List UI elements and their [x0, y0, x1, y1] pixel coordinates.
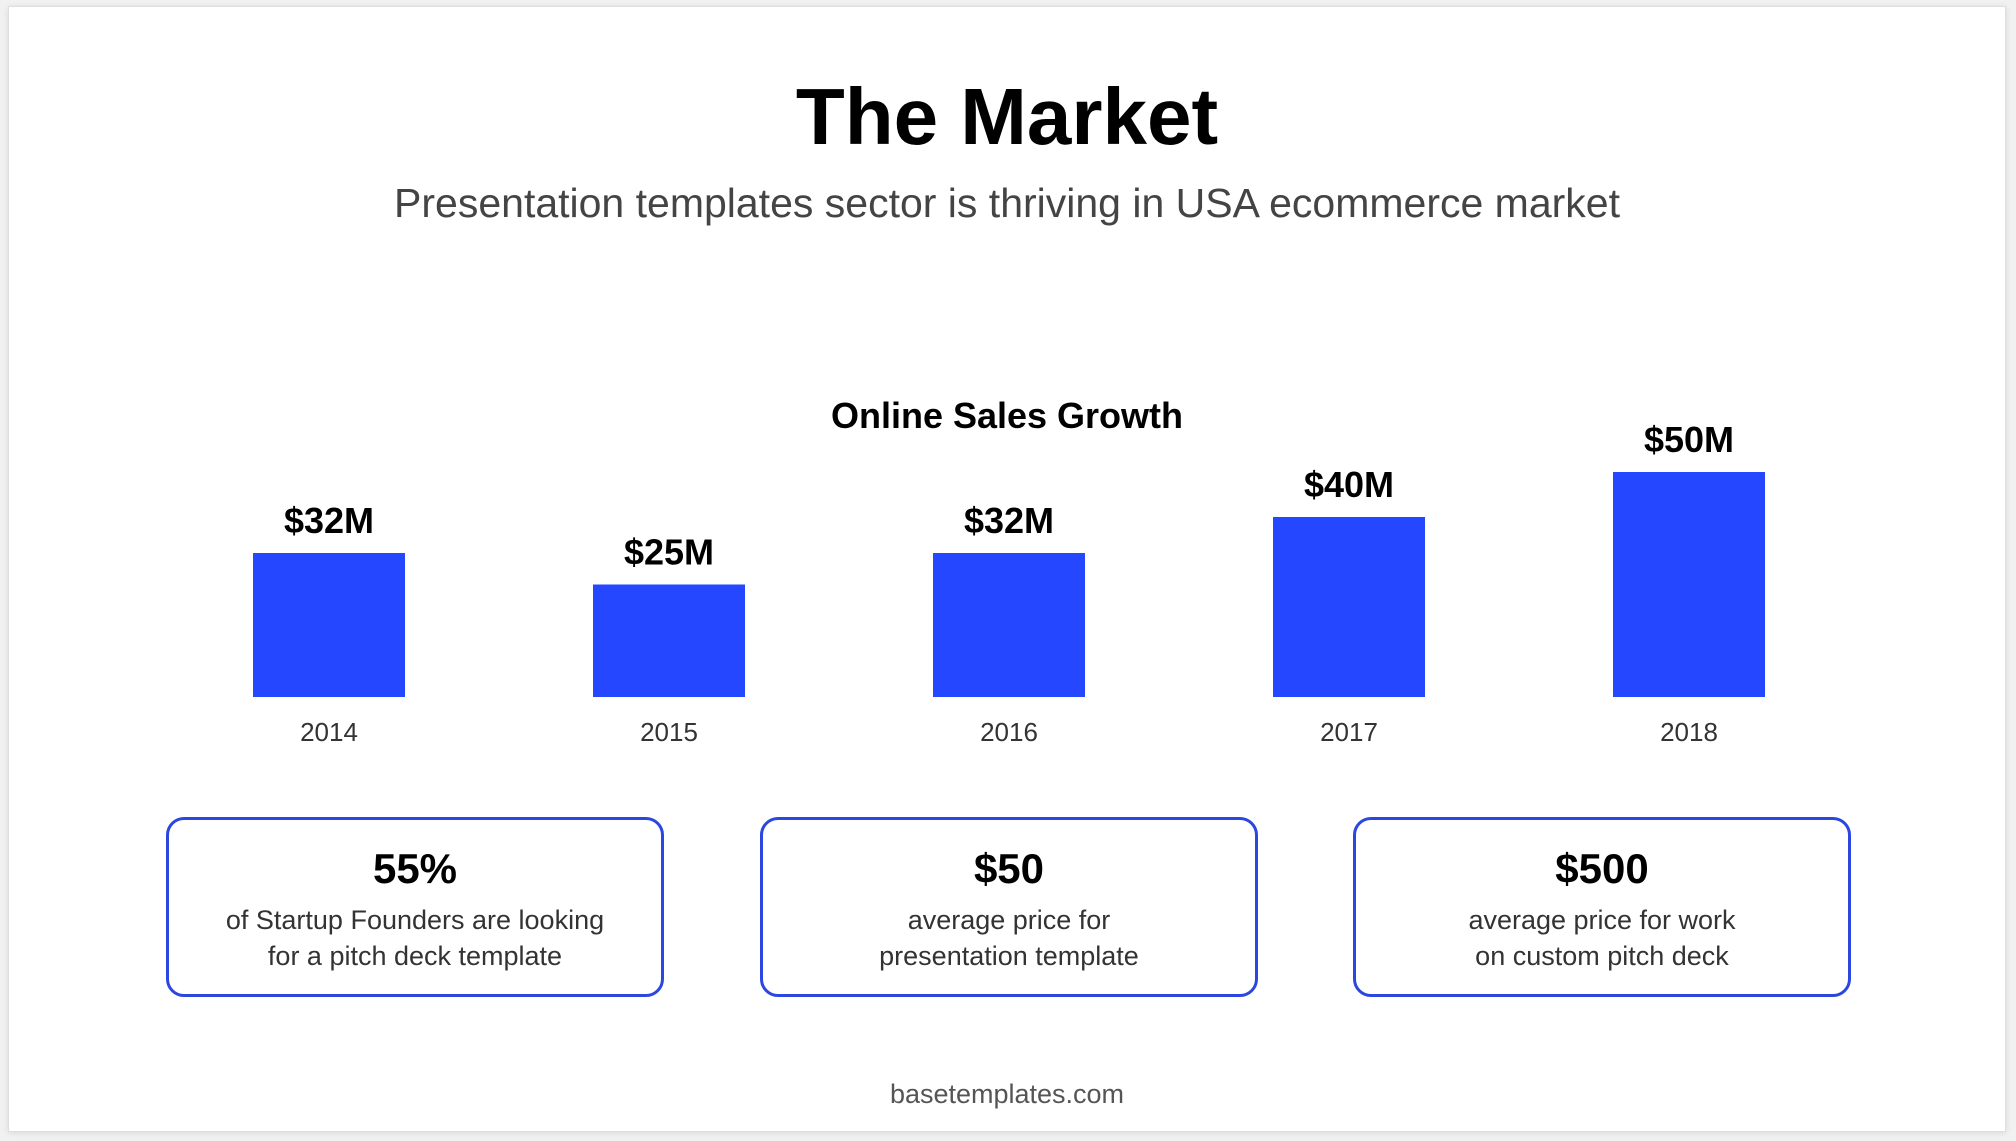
stat-description-line-2: on custom pitch deck	[1475, 941, 1729, 971]
stat-description-line-2: presentation template	[879, 941, 1139, 971]
x-tick-label-2015: 2015	[640, 717, 698, 747]
stat-description: average price for work on custom pitch d…	[1356, 902, 1848, 974]
stat-value: 55%	[372, 845, 458, 892]
stat-description-line-1: of Startup Founders are looking	[225, 905, 605, 935]
slide-subtitle: Presentation templates sector is thrivin…	[394, 180, 1620, 226]
bar-2014	[253, 553, 405, 697]
stat-value: $500	[1555, 845, 1649, 892]
slide: The Market Presentation templates sector…	[8, 6, 2006, 1132]
x-tick-label-2016: 2016	[980, 717, 1038, 747]
data-label-2018: $50M	[1644, 419, 1734, 460]
stat-description-line-2: for a pitch deck template	[267, 941, 563, 971]
stat-description-line-1: average price for	[907, 905, 1111, 935]
bar-chart: $32M 2014 $25M 2015 $32M 2016 $40M 2017 $50M 2018	[253, 419, 1765, 747]
bar-2016	[933, 553, 1085, 697]
bar-2015	[593, 584, 745, 697]
bar-2017	[1273, 517, 1425, 697]
x-tick-label-2018: 2018	[1660, 717, 1718, 747]
stat-description: of Startup Founders are looking for a pi…	[169, 902, 661, 974]
data-label-2015: $25M	[624, 532, 714, 573]
data-label-2017: $40M	[1304, 464, 1394, 505]
stat-card-custom-price: $500 average price for work on custom pi…	[1353, 817, 1851, 997]
slide-title: The Market	[795, 72, 1219, 161]
data-label-2016: $32M	[964, 500, 1054, 541]
stat-description: average price for presentation template	[763, 902, 1255, 974]
stat-card-founders: 55% of Startup Founders are looking for …	[166, 817, 664, 997]
stat-description-line-1: average price for work	[1468, 905, 1736, 935]
data-label-2014: $32M	[284, 500, 374, 541]
stat-card-template-price: $50 average price for presentation templ…	[760, 817, 1258, 997]
x-tick-label-2017: 2017	[1320, 717, 1378, 747]
footer-url: basetemplates.com	[889, 1079, 1125, 1109]
x-tick-label-2014: 2014	[300, 717, 358, 747]
chart-title: Online Sales Growth	[830, 395, 1184, 436]
stat-value: $50	[973, 845, 1045, 892]
bar-2018	[1613, 472, 1765, 697]
